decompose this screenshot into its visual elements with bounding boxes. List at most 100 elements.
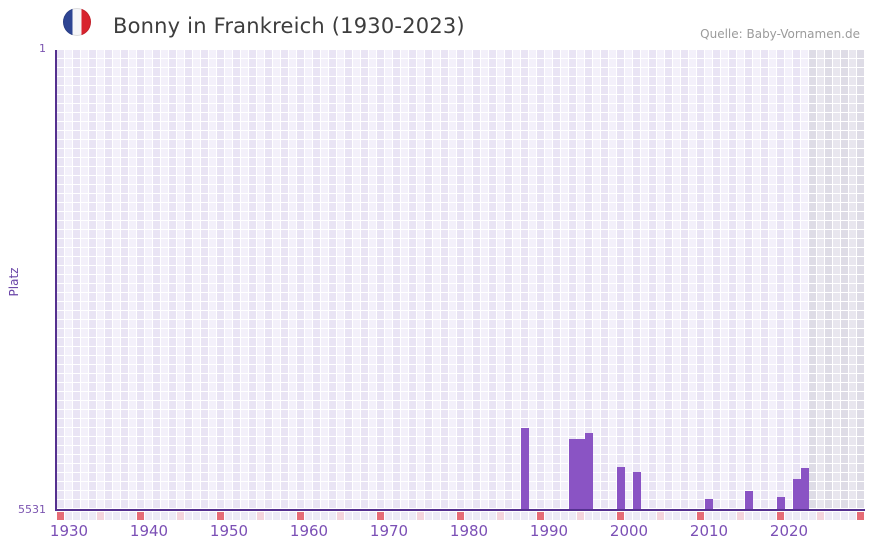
grid-column <box>65 50 72 509</box>
tick-strip-cell <box>425 512 432 520</box>
tick-strip-cell-decade <box>697 512 704 520</box>
grid-column <box>361 50 368 509</box>
tick-strip-cell <box>489 512 496 520</box>
tick-strip-cell <box>289 512 296 520</box>
grid-column <box>233 50 240 509</box>
grid-column <box>761 50 768 509</box>
grid-column <box>337 50 344 509</box>
tick-strip-cell <box>673 512 680 520</box>
rank-bar-2022 <box>801 468 809 509</box>
x-tick-label-2000: 2000 <box>609 522 649 540</box>
grid-column <box>713 50 720 509</box>
x-tick-label-1940: 1940 <box>129 522 169 540</box>
tick-strip-cell-decade <box>137 512 144 520</box>
grid-column <box>89 50 96 509</box>
grid-column <box>433 50 440 509</box>
tick-strip-cell <box>689 512 696 520</box>
grid-column <box>393 50 400 509</box>
grid-column-nodata <box>817 50 824 509</box>
tick-strip-cell <box>153 512 160 520</box>
grid-column <box>505 50 512 509</box>
tick-strip-cell <box>585 512 592 520</box>
grid-column <box>617 50 624 509</box>
grid-column <box>313 50 320 509</box>
tick-strip-cell <box>321 512 328 520</box>
grid-column <box>689 50 696 509</box>
grid-column <box>681 50 688 509</box>
grid-column <box>305 50 312 509</box>
grid-column <box>113 50 120 509</box>
tick-strip-cell <box>129 512 136 520</box>
grid-column <box>257 50 264 509</box>
y-axis-tick-bottom: 5531 <box>18 503 46 516</box>
plot-area <box>57 50 865 509</box>
grid-column <box>737 50 744 509</box>
tick-strip-cell <box>225 512 232 520</box>
rank-bar-2015 <box>745 491 753 509</box>
chart-title: Bonny in Frankreich (1930-2023) <box>113 14 465 38</box>
tick-strip-cell <box>753 512 760 520</box>
grid-column <box>753 50 760 509</box>
tick-strip-cell <box>513 512 520 520</box>
tick-strip-cell <box>233 512 240 520</box>
grid-column <box>601 50 608 509</box>
tick-strip-cell <box>313 512 320 520</box>
tick-strip-cell <box>401 512 408 520</box>
grid-column <box>121 50 128 509</box>
tick-strip-cell-half-decade <box>657 512 664 520</box>
grid-column <box>777 50 784 509</box>
tick-strip-cell <box>201 512 208 520</box>
grid-column-nodata <box>833 50 840 509</box>
grid-column <box>793 50 800 509</box>
grid-column <box>521 50 528 509</box>
tick-strip-cell <box>369 512 376 520</box>
grid-column <box>441 50 448 509</box>
grid-column <box>465 50 472 509</box>
y-axis-line <box>55 50 57 511</box>
tick-strip-cell-half-decade <box>177 512 184 520</box>
tick-strip-cell <box>649 512 656 520</box>
grid-column <box>497 50 504 509</box>
grid-column-nodata <box>809 50 816 509</box>
grid-column <box>745 50 752 509</box>
tick-strip-cell <box>561 512 568 520</box>
tick-strip-cell <box>625 512 632 520</box>
grid-column <box>705 50 712 509</box>
grid-column <box>225 50 232 509</box>
grid-column <box>369 50 376 509</box>
x-tick-label-1980: 1980 <box>449 522 489 540</box>
tick-strip-cell <box>633 512 640 520</box>
rank-bar-2001 <box>633 472 641 509</box>
grid-column <box>553 50 560 509</box>
x-axis-tick-strip <box>57 512 865 520</box>
tick-strip-cell-half-decade <box>497 512 504 520</box>
grid-column <box>201 50 208 509</box>
grid-column-nodata <box>857 50 864 509</box>
grid-column <box>329 50 336 509</box>
grid-column <box>633 50 640 509</box>
tick-strip-cell <box>353 512 360 520</box>
grid-column <box>57 50 64 509</box>
rank-bar-2019 <box>777 497 785 509</box>
tick-strip-cell-decade <box>617 512 624 520</box>
grid-column <box>649 50 656 509</box>
tick-strip-cell <box>609 512 616 520</box>
grid-column <box>769 50 776 509</box>
tick-strip-cell <box>393 512 400 520</box>
tick-strip-cell-decade <box>57 512 64 520</box>
grid-column <box>801 50 808 509</box>
grid-column <box>353 50 360 509</box>
tick-strip-cell <box>601 512 608 520</box>
grid-column <box>97 50 104 509</box>
y-axis-label: Platz <box>7 267 21 297</box>
grid-column <box>473 50 480 509</box>
tick-strip-cell <box>169 512 176 520</box>
rank-bar-1993 <box>569 439 577 509</box>
grid-column <box>561 50 568 509</box>
tick-strip-cell <box>545 512 552 520</box>
grid-column <box>193 50 200 509</box>
tick-strip-cell-half-decade <box>337 512 344 520</box>
tick-strip-cell <box>465 512 472 520</box>
grid-column <box>297 50 304 509</box>
